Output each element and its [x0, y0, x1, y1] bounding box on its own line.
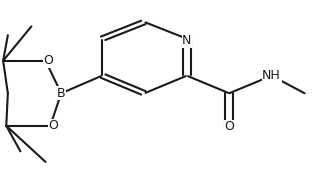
Text: O: O	[224, 120, 234, 133]
Text: NH: NH	[262, 69, 281, 82]
Text: O: O	[44, 54, 54, 67]
Text: O: O	[48, 119, 58, 132]
Text: N: N	[182, 34, 192, 47]
Text: B: B	[57, 87, 66, 100]
